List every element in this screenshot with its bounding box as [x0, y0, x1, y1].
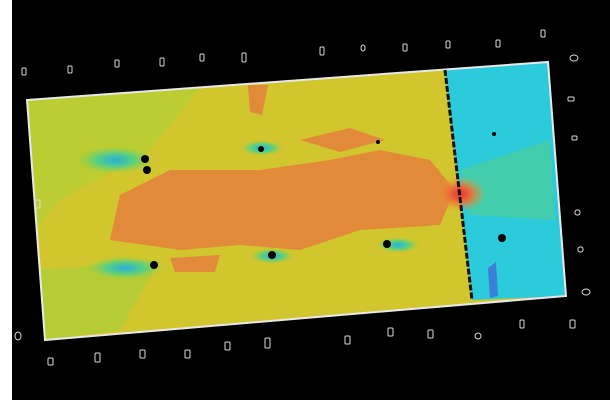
- sensor: [498, 234, 506, 242]
- sensor: [150, 261, 158, 269]
- sensor: [258, 146, 264, 152]
- marker: [94, 352, 101, 363]
- marker: [574, 209, 581, 216]
- hot-zone: [170, 255, 220, 272]
- field-border: [25, 60, 568, 342]
- marker: [577, 246, 584, 253]
- marker: [540, 29, 546, 38]
- marker: [344, 335, 351, 345]
- green-zone: [40, 260, 160, 340]
- marker: [14, 331, 22, 341]
- hot-zone: [300, 128, 385, 152]
- sensor: [268, 251, 276, 259]
- marker: [427, 329, 434, 339]
- marker: [21, 67, 27, 76]
- sensor-halo: [85, 256, 165, 280]
- marker: [47, 357, 54, 366]
- marker: [319, 46, 325, 56]
- marker: [387, 327, 394, 337]
- sensor: [383, 240, 391, 248]
- marker: [241, 52, 247, 63]
- marker: [581, 288, 591, 296]
- marker: [34, 199, 41, 209]
- left-strip: [0, 0, 12, 400]
- sensors: [141, 132, 506, 269]
- marker: [139, 349, 146, 359]
- marker: [199, 53, 205, 62]
- marker: [67, 65, 73, 74]
- marker: [495, 39, 501, 48]
- marker: [569, 54, 579, 62]
- sensor-halo: [376, 237, 420, 253]
- marker: [567, 96, 575, 102]
- blue-streak: [488, 262, 498, 298]
- marker: [264, 337, 271, 349]
- field: [27, 62, 566, 340]
- markers: [14, 29, 591, 366]
- marker: [360, 44, 366, 52]
- sensor: [143, 166, 151, 174]
- hot-zone: [110, 150, 455, 250]
- divider: [443, 69, 474, 301]
- marker: [569, 319, 576, 329]
- sensor: [376, 140, 380, 144]
- marker: [184, 349, 191, 359]
- hot-zone: [248, 85, 268, 115]
- marker: [445, 40, 451, 49]
- marker: [474, 332, 482, 340]
- sensor: [492, 132, 496, 136]
- sensor-halo: [75, 146, 155, 174]
- marker: [402, 43, 408, 52]
- sensor: [141, 155, 149, 163]
- marker: [571, 135, 578, 141]
- marker: [224, 341, 231, 351]
- marker: [114, 59, 120, 68]
- marker: [519, 319, 525, 329]
- marker: [159, 57, 165, 67]
